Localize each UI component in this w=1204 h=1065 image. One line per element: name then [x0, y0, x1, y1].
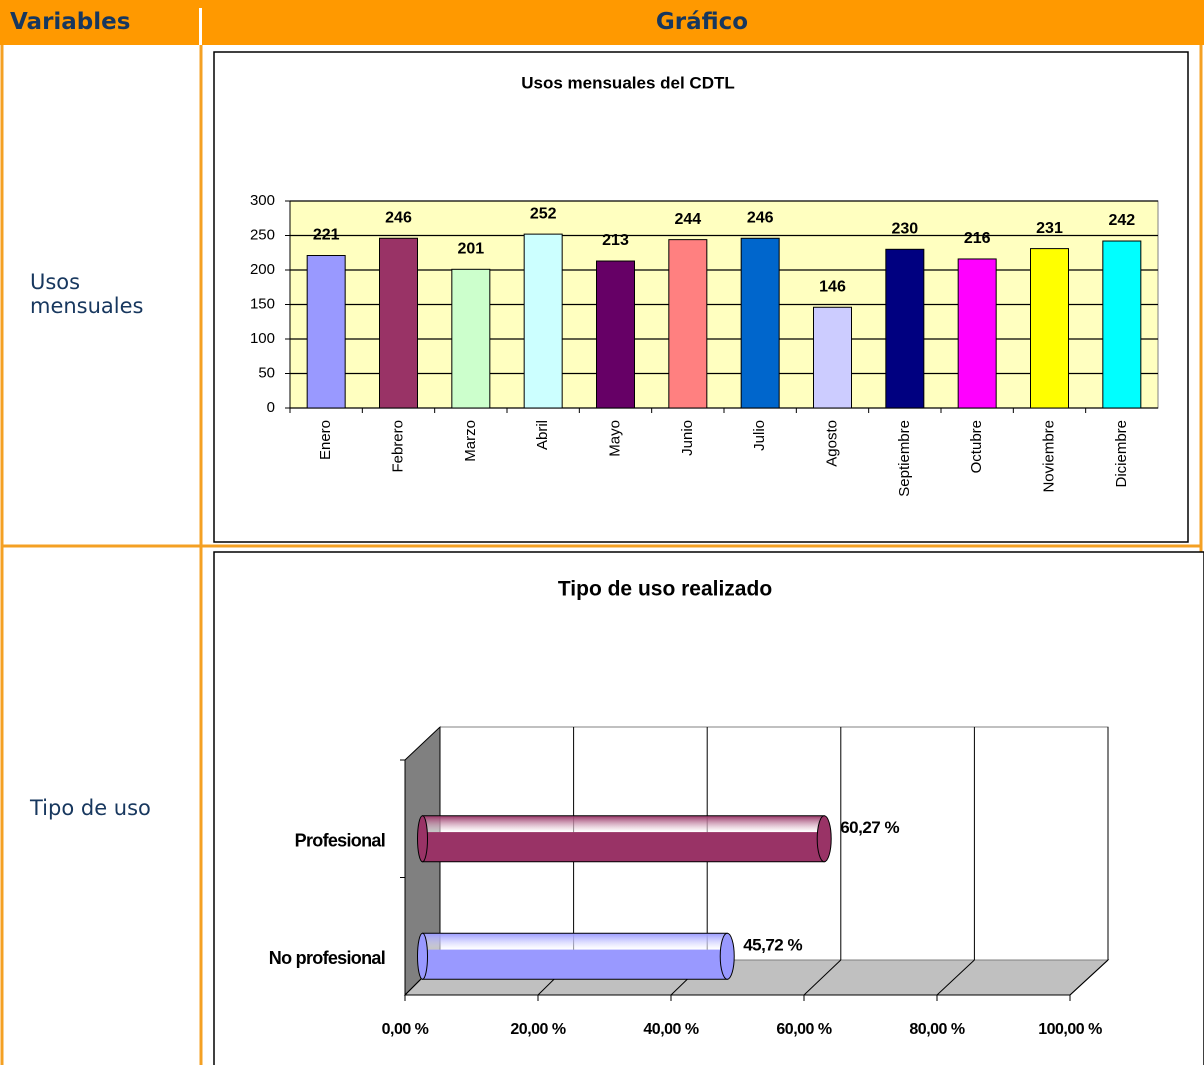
bar [523, 233, 563, 409]
x-tick-label: 60,00 % [776, 1021, 831, 1038]
x-tick-label: Diciembre [1113, 420, 1130, 488]
x-tick-label: Septiembre [896, 420, 913, 497]
value-label: 231 [1036, 220, 1063, 237]
bar [813, 306, 852, 409]
value-label: 201 [457, 241, 484, 258]
value-label: 216 [964, 230, 991, 247]
value-label: 221 [313, 227, 340, 244]
bar [1102, 240, 1142, 409]
header-divider [199, 8, 202, 45]
bar [885, 248, 925, 409]
bar [957, 258, 997, 409]
bar-end [816, 815, 832, 863]
header-cell: Gráfico [655, 9, 749, 35]
bar [379, 237, 418, 409]
x-tick-label: 80,00 % [909, 1021, 964, 1038]
bar-body [422, 932, 728, 980]
x-tick-label: Agosto [823, 420, 840, 467]
value-label: 246 [385, 209, 412, 226]
value-label: 146 [819, 278, 846, 295]
x-tick-label: Mayo [606, 420, 623, 457]
value-label: 230 [891, 221, 918, 238]
x-tick-label: 20,00 % [510, 1021, 565, 1038]
x-tick-label: Julio [751, 420, 768, 451]
bar [306, 255, 346, 409]
bar-start [417, 932, 428, 980]
y-tick-label: Profesional [295, 831, 385, 851]
bar [596, 260, 635, 409]
x-tick-label: Febrero [389, 420, 406, 473]
bar-start [417, 815, 428, 863]
x-tick-label: Junio [679, 420, 696, 456]
x-tick-label: Noviembre [1040, 420, 1057, 493]
x-tick-label: 100,00 % [1038, 1021, 1102, 1038]
x-tick-label: 0,00 % [382, 1021, 429, 1038]
bar [417, 932, 735, 980]
y-tick-label: 50 [258, 364, 275, 381]
x-tick-label: Enero [317, 420, 334, 460]
value-label: 242 [1108, 212, 1135, 229]
x-tick-label: Octubre [968, 420, 985, 473]
value-label: 60,27 % [840, 818, 899, 837]
bar [668, 239, 708, 409]
x-tick-label: Marzo [462, 420, 479, 462]
variable-cell: Tipo de uso [30, 796, 151, 820]
y-tick-label: 150 [250, 295, 275, 312]
bar [1030, 248, 1069, 409]
x-tick-label: Abril [534, 420, 551, 450]
grid-line [803, 959, 842, 996]
bar-end [719, 932, 735, 980]
value-label: 246 [747, 209, 774, 226]
grid-line [1069, 959, 1109, 996]
y-tick-label: 250 [250, 226, 275, 243]
y-tick-label: 300 [250, 192, 275, 209]
variable-cell: Usos mensuales [30, 270, 144, 318]
bar [451, 268, 491, 409]
y-tick-label: 100 [250, 330, 275, 347]
y-tick-label: 0 [267, 399, 275, 416]
value-label: 244 [674, 211, 701, 228]
value-label: 213 [602, 232, 629, 249]
chart-title: Usos mensuales del CDTL [521, 73, 735, 92]
x-tick-label: 40,00 % [643, 1021, 698, 1038]
header-cell: Variables [10, 9, 131, 35]
y-tick-label: No profesional [269, 948, 385, 968]
value-label: 45,72 % [743, 936, 802, 955]
bar-body [422, 815, 825, 863]
bar [740, 237, 780, 409]
value-label: 252 [530, 205, 557, 222]
chart-title: Tipo de uso realizado [558, 578, 772, 601]
grid-line [936, 959, 975, 996]
bar [417, 815, 832, 863]
y-tick-label: 200 [250, 261, 275, 278]
